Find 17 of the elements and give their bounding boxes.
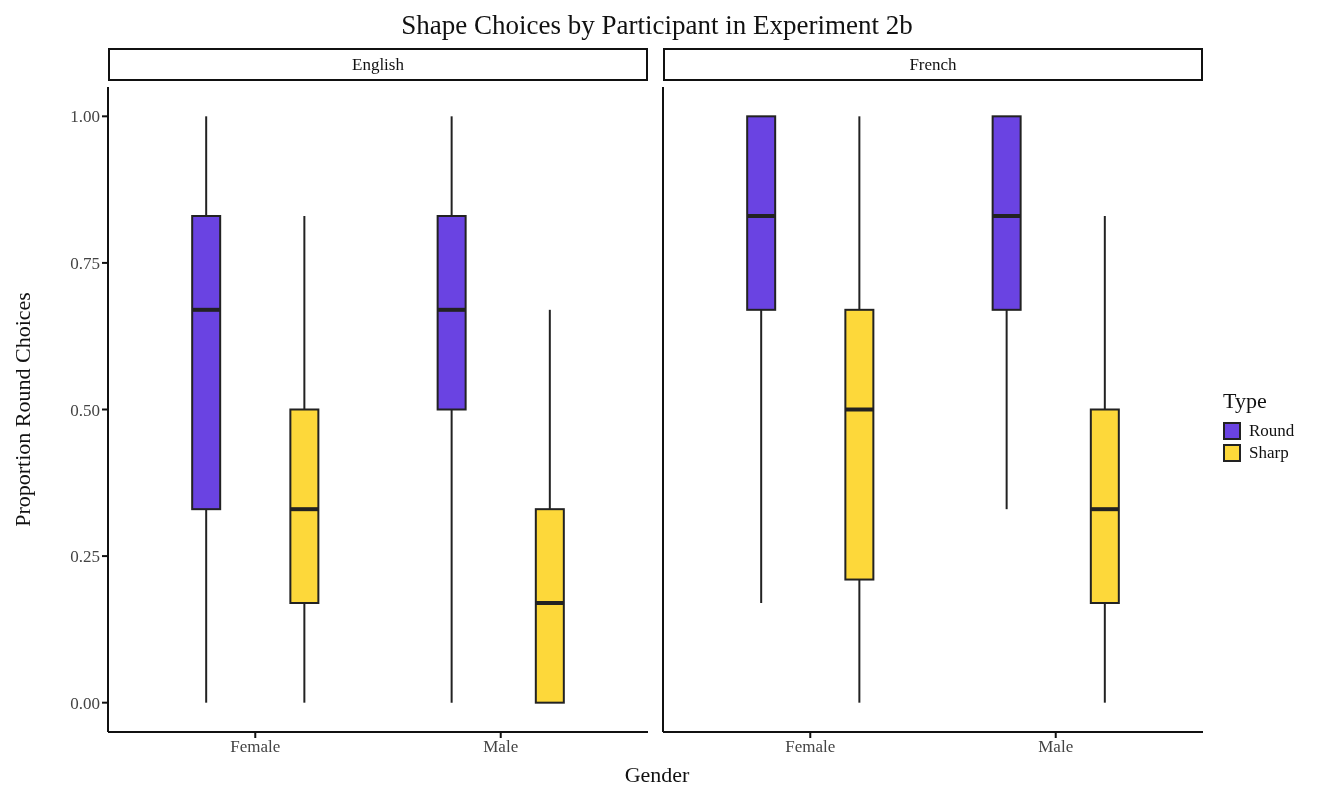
- x-tick-label: Male: [483, 737, 519, 757]
- y-tick-label: 0.50: [70, 400, 100, 420]
- x-tick-label: Female: [230, 737, 281, 757]
- legend-label: Round: [1249, 421, 1295, 441]
- legend-title: Type: [1223, 388, 1268, 414]
- x-tick-label: Female: [785, 737, 836, 757]
- y-axis-title: Proportion Round Choices: [9, 292, 35, 527]
- legend-label: Sharp: [1249, 443, 1289, 463]
- chart-subtitle: English: [108, 48, 648, 81]
- chart-subtitle: French: [663, 48, 1203, 81]
- y-tick-label: 0.75: [70, 253, 100, 273]
- x-axis-title: Gender: [623, 762, 691, 787]
- x-tick-label: Male: [1038, 737, 1074, 757]
- y-tick-label: 1.00: [70, 107, 100, 127]
- y-tick-label: 0.00: [70, 693, 100, 713]
- chart-title: Shape Choices by Participant in Experiment 2b: [400, 9, 914, 42]
- y-tick-label: 0.25: [70, 547, 100, 567]
